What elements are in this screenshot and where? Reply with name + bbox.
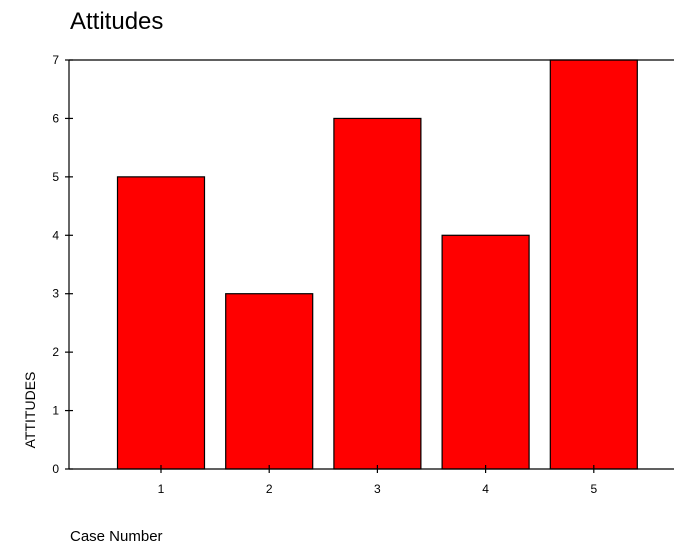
y-tick-label: 6 [52, 111, 59, 125]
x-tick-label: 1 [158, 482, 165, 496]
x-tick-label: 2 [266, 482, 273, 496]
y-tick-label: 3 [52, 287, 59, 301]
y-tick-label: 5 [52, 170, 59, 184]
x-tick-label: 4 [482, 482, 489, 496]
chart-title: Attitudes [70, 8, 164, 35]
bar-5 [549, 59, 638, 470]
bar-2 [225, 293, 314, 470]
y-tick-label: 4 [52, 228, 59, 242]
bar-4 [441, 234, 530, 470]
x-tick-label: 5 [590, 482, 597, 496]
y-tick-label: 2 [52, 345, 59, 359]
x-tick-label: 3 [374, 482, 381, 496]
x-axis-label: Case Number [70, 528, 163, 545]
y-tick-label: 0 [52, 462, 59, 476]
y-tick-label: 1 [52, 404, 59, 418]
y-tick-label: 7 [52, 53, 59, 67]
bar-1 [116, 176, 206, 470]
bar-3 [333, 117, 422, 470]
